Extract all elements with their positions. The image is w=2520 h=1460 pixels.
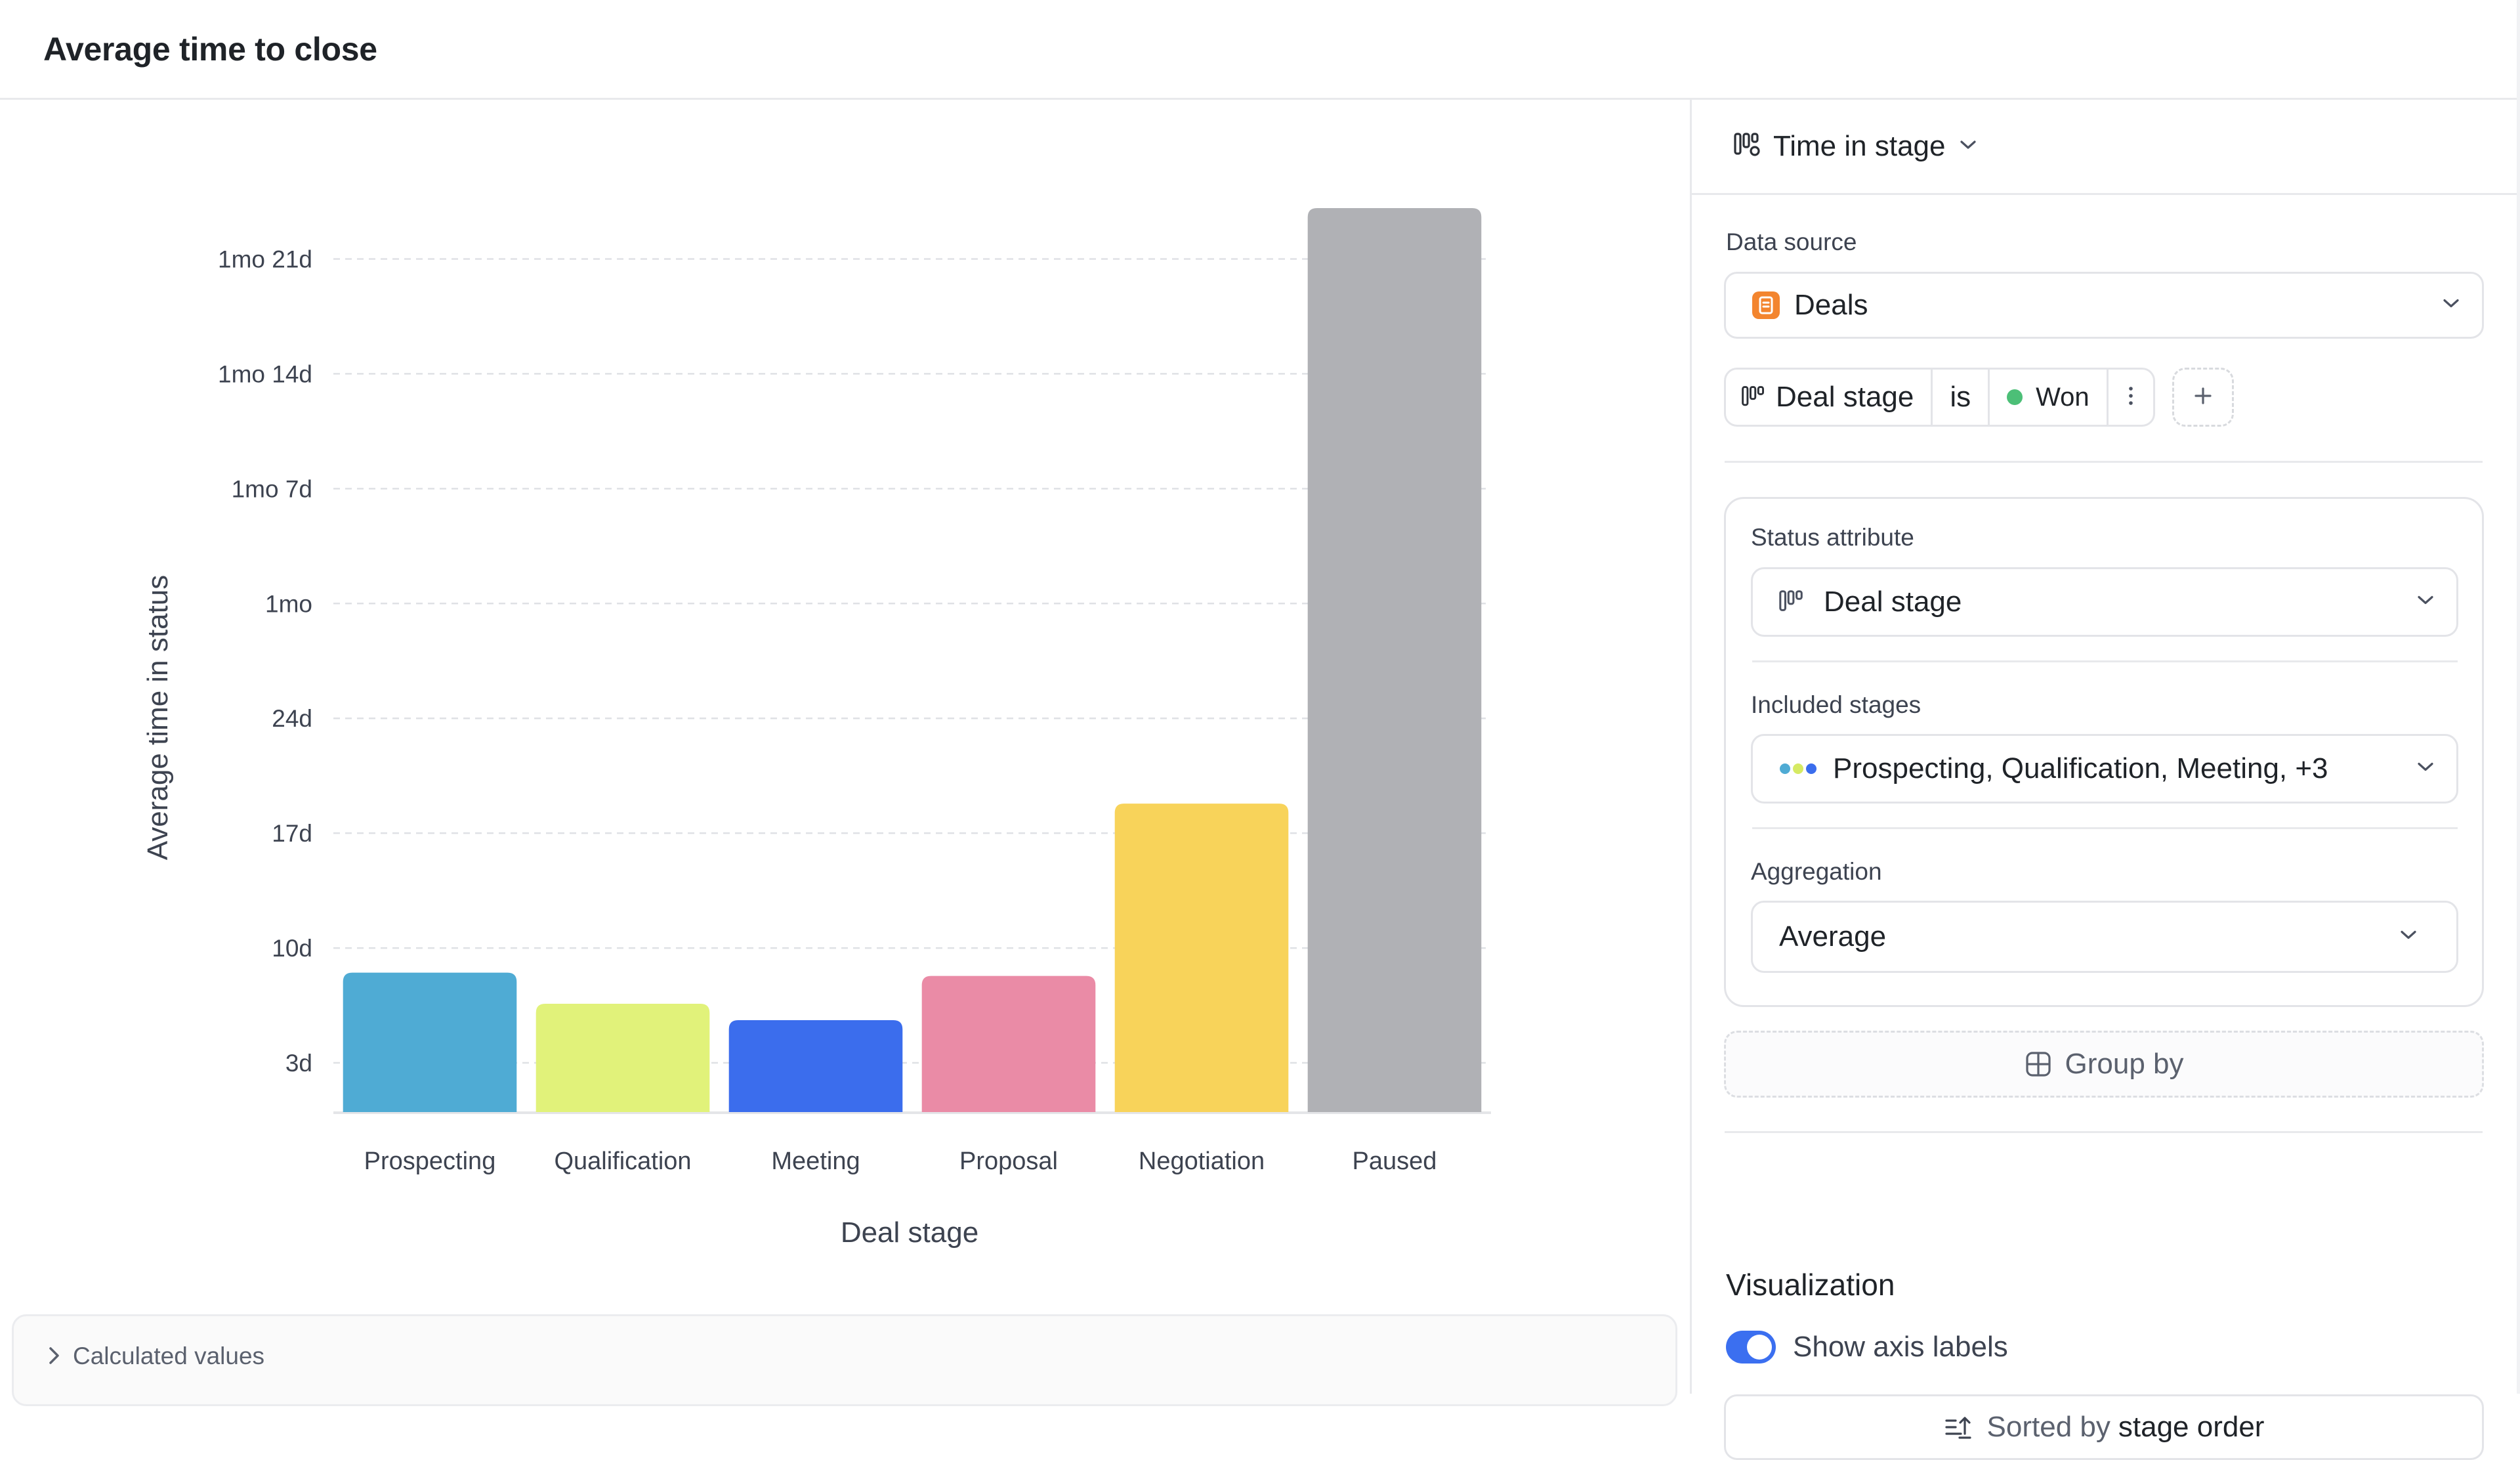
x-tick-label: Proposal (959, 1148, 1058, 1175)
group-by-button[interactable]: Group by (1724, 1031, 2484, 1098)
filter-operator[interactable]: is (1933, 370, 1990, 425)
deals-icon (1751, 290, 1781, 320)
visualization-title: Visualization (1726, 1268, 1895, 1302)
chevron-down-icon (2417, 595, 2434, 609)
y-tick-label: 17d (272, 820, 312, 847)
y-tick-label: 1mo (265, 590, 312, 617)
x-tick-label: Meeting (771, 1148, 860, 1175)
calculated-values-toggle[interactable]: Calculated values (12, 1314, 1677, 1406)
bar-qualification (536, 1004, 710, 1112)
y-tick-label: 3d (285, 1050, 312, 1077)
bar-chart: 3d 10d 17d 24d 1mo 1mo 7d 1mo 14d 1mo 21d Prospe… (142, 207, 1491, 1249)
metric-label: Time in stage (1773, 130, 1946, 162)
bar-paused (1307, 207, 1482, 1113)
show-axis-labels-row: Show axis labels (1726, 1331, 2008, 1363)
aggregation-value: Average (1779, 920, 1887, 953)
group-by-label: Group by (2065, 1048, 2184, 1080)
data-source-value: Deals (1794, 289, 1868, 321)
chevron-down-icon (1960, 140, 1977, 154)
chevron-down-icon (2443, 299, 2460, 312)
x-tick-label: Paused (1353, 1148, 1437, 1175)
filter-more-button[interactable] (2109, 370, 2153, 425)
included-stages-value: Prospecting, Qualification, Meeting, +3 (1833, 752, 2328, 784)
metric-select[interactable]: Time in stage (1732, 130, 1977, 163)
plus-icon (2193, 386, 2213, 409)
status-attribute-label: Status attribute (1751, 524, 1914, 551)
calculated-values-label: Calculated values (73, 1342, 265, 1369)
y-tick-label: 1mo 21d (218, 246, 312, 272)
filter-value-label: Won (2036, 382, 2090, 412)
chevron-down-icon (2417, 762, 2434, 776)
add-filter-button[interactable] (2172, 368, 2234, 427)
bar-prospecting (343, 972, 517, 1112)
settings-panel: Time in stage Data source Deals (1692, 100, 2517, 1460)
sort-ascending-icon (1944, 1414, 1973, 1440)
status-dot-icon (2007, 389, 2023, 405)
section-divider (1725, 1131, 2483, 1133)
show-axis-labels-toggle[interactable] (1726, 1331, 1776, 1363)
stage-colors-icon (1779, 761, 1820, 777)
kanban-stage-icon (1740, 384, 1767, 410)
filter-attribute[interactable]: Deal stage (1726, 370, 1933, 425)
sort-value: stage order (2118, 1411, 2265, 1443)
aggregation-select[interactable]: Average (1751, 901, 2458, 973)
aggregation-label: Aggregation (1751, 858, 1882, 885)
x-axis-title: Deal stage (841, 1216, 978, 1249)
y-tick-label: 1mo 14d (218, 360, 312, 387)
page-title: Average time to close (43, 30, 377, 68)
card-divider (1752, 827, 2458, 829)
bar-proposal (921, 976, 1096, 1112)
filter-operator-label: is (1950, 381, 1971, 413)
chevron-right-icon (41, 1342, 68, 1369)
kanban-stage-icon (1778, 588, 1805, 616)
y-axis-title: Average time in status (142, 575, 174, 861)
included-stages-select[interactable]: Prospecting, Qualification, Meeting, +3 (1751, 734, 2458, 804)
x-tick-label: Prospecting (364, 1148, 496, 1175)
bar-meeting (728, 1020, 903, 1112)
included-stages-label: Included stages (1751, 691, 1922, 718)
status-attribute-select[interactable]: Deal stage (1751, 567, 2458, 637)
y-tick-label: 10d (272, 935, 312, 962)
status-settings-card: Status attribute Deal stage Included sta… (1724, 497, 2484, 1007)
kanban-stage-icon (1732, 131, 1761, 163)
toggle-knob (1747, 1335, 1772, 1360)
filter-attribute-label: Deal stage (1776, 381, 1914, 413)
bar-negotiation (1114, 804, 1289, 1112)
filter-value[interactable]: Won (1990, 370, 2109, 425)
filter-chip[interactable]: Deal stage is Won (1724, 368, 2155, 427)
y-tick-label: 1mo 7d (232, 475, 312, 502)
grid-icon (2025, 1050, 2052, 1078)
status-attribute-value: Deal stage (1824, 586, 1962, 618)
more-vertical-icon (2128, 381, 2133, 414)
data-source-label: Data source (1726, 228, 1857, 255)
report-header: Average time to close (0, 0, 2520, 100)
chart-pane: 3d 10d 17d 24d 1mo 1mo 7d 1mo 14d 1mo 21d Prospe… (0, 100, 1692, 1406)
sort-order-button[interactable]: Sorted by stage order (1724, 1394, 2484, 1460)
show-axis-labels-label: Show axis labels (1793, 1331, 2008, 1363)
data-source-select[interactable]: Deals (1724, 272, 2484, 339)
chevron-down-icon (2400, 930, 2417, 944)
section-divider (1725, 461, 2483, 463)
window-edge (2517, 0, 2520, 1394)
x-tick-label: Negotiation (1139, 1148, 1265, 1175)
card-divider (1752, 660, 2458, 662)
y-tick-label: 24d (272, 705, 312, 732)
metric-bar: Time in stage (1692, 100, 2517, 195)
sort-prefix: Sorted by (1986, 1411, 2110, 1443)
x-tick-label: Qualification (554, 1148, 691, 1175)
